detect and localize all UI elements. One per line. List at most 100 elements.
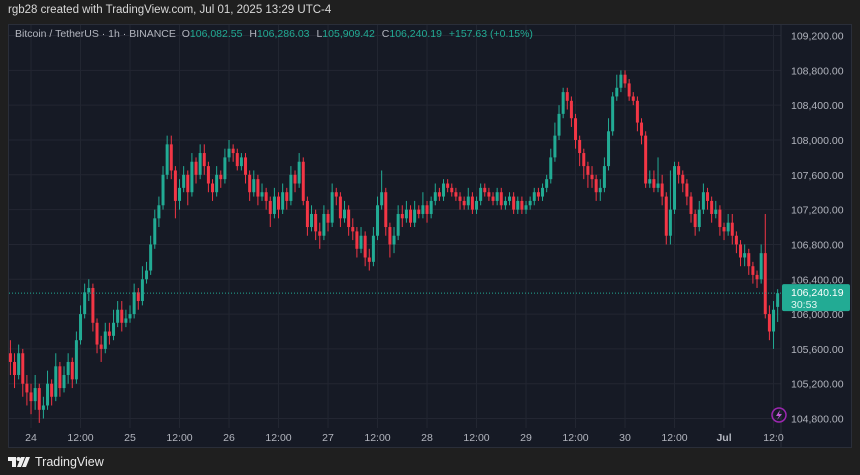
candle [305,196,309,236]
candle-body [239,157,243,167]
candle-body [767,314,771,332]
candle [693,209,697,236]
symbol-name[interactable]: Bitcoin / TetherUS · 1h · BINANCE [15,28,176,40]
candle-body [470,196,474,210]
lightning-icon[interactable] [771,407,787,423]
candle [495,187,499,206]
candle-body [701,192,705,210]
candle-body [689,196,693,214]
x-tick-label: 12:00 [265,432,291,444]
candle [541,183,545,201]
candle-body [475,200,479,210]
candle [70,357,74,389]
candle [161,166,165,210]
candle [347,205,351,236]
candle [450,183,454,197]
candle-body [50,383,54,397]
candle-body [734,235,738,245]
x-tick-label: 12:00 [364,432,390,444]
candle-body [619,74,623,88]
candle-body [392,235,396,245]
candle [211,179,215,201]
candle-body [598,187,602,193]
candle [318,222,322,249]
candle-body [615,87,619,97]
candle [569,96,573,127]
candle-body [739,244,743,258]
candle [124,309,128,328]
y-tick-label: 106,400.00 [791,274,844,286]
candle-body [359,235,363,249]
candle [578,135,582,167]
candle-body [132,292,136,315]
candle-body [21,353,25,384]
candle [710,196,714,223]
candle-body [578,139,582,154]
candle [582,148,586,180]
candle [743,244,747,267]
candle-body [182,174,186,188]
candle-body [503,200,507,206]
candle [706,187,710,210]
candle [491,192,495,206]
symbol-legend: Bitcoin / TetherUS · 1h · BINANCE O106,0… [15,28,537,40]
candle-body [140,279,144,302]
y-tick-label: 105,200.00 [791,379,844,391]
candle [264,187,268,210]
candle-body [145,270,149,280]
candle-body [681,174,685,184]
candle [252,170,256,197]
candle-body [450,187,454,193]
candle [404,200,408,223]
candle-body [46,383,50,406]
candle-body [656,183,660,188]
x-tick-label: 27 [322,432,334,444]
candle-body [297,161,301,184]
chart-panel[interactable] [8,24,852,448]
candle-body [491,196,495,201]
candle-body [285,192,289,201]
candle-body [74,340,78,380]
candle [413,200,417,228]
candle [314,209,318,241]
candle [268,196,272,228]
x-tick-label: 24 [25,432,37,444]
candle-body [289,174,293,201]
candle [272,187,276,219]
candle [58,361,62,397]
candle-body [87,287,91,293]
candle [635,96,639,132]
candle [396,205,400,241]
candle-body [260,192,264,197]
candle-body [223,157,227,180]
candle [701,183,705,214]
y-tick-label: 104,800.00 [791,414,844,426]
candle [149,235,153,275]
candle [631,92,635,106]
candle-body [128,314,132,319]
candle [293,170,297,193]
candle [458,192,462,210]
candle-body [590,174,594,180]
candle-body [338,196,342,219]
candle [132,283,136,319]
candle [359,227,363,254]
x-tick-label: 25 [124,432,136,444]
candle [508,192,512,206]
candle-body [549,157,553,180]
candle-body [8,353,12,362]
candle-body [227,148,231,158]
candle [644,131,648,188]
candle [739,240,743,267]
candle [326,209,330,232]
candle [776,289,780,322]
candle [153,209,157,249]
candle-body [640,122,644,136]
candle [726,213,730,236]
candle [623,70,627,88]
candle [607,118,611,171]
x-tick-label: 12:0 [763,432,784,444]
candle [697,200,701,232]
candle-body [433,192,437,201]
